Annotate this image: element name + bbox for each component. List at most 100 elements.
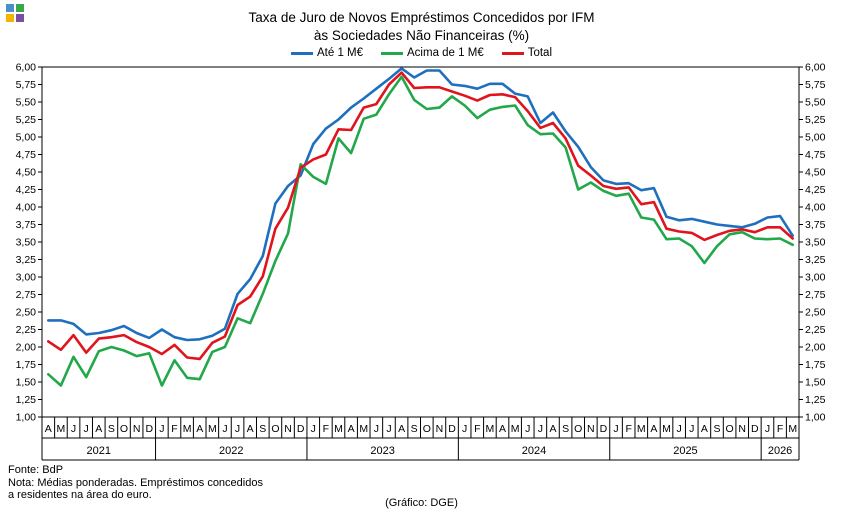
month-tick-label: J (525, 423, 530, 435)
year-label: 2022 (219, 445, 243, 457)
month-tick-label: J (84, 423, 89, 435)
month-tick-label: O (271, 423, 279, 435)
y-tick-label-left: 1,25 (16, 394, 37, 406)
year-label: 2021 (87, 445, 111, 457)
month-tick-label: F (474, 423, 480, 435)
month-tick-label: M (486, 423, 495, 435)
year-label: 2024 (522, 445, 546, 457)
month-tick-label: M (662, 423, 671, 435)
month-tick-label: O (423, 423, 431, 435)
month-tick-label: A (95, 423, 102, 435)
note-line2: a residentes na área do euro. (8, 489, 152, 501)
y-tick-label-left: 2,75 (16, 289, 37, 301)
source-text: Fonte: BdP (8, 464, 64, 476)
y-tick-label-left: 4,50 (16, 167, 37, 179)
legend-label-acima-1m: Acima de 1 M€ (407, 47, 484, 59)
y-tick-label-left: 2,50 (16, 307, 37, 319)
month-tick-label: M (334, 423, 343, 435)
month-tick-label: J (462, 423, 467, 435)
month-tick-label: D (448, 423, 456, 435)
month-tick-label: A (549, 423, 556, 435)
month-tick-label: N (284, 423, 292, 435)
month-tick-label: J (235, 423, 240, 435)
legend-item-total: Total (501, 47, 553, 59)
y-tick-label-left: 4,75 (16, 149, 37, 161)
month-tick-label: A (45, 423, 52, 435)
month-tick-label: J (71, 423, 76, 435)
month-tick-label: M (57, 423, 66, 435)
month-tick-label: N (738, 423, 746, 435)
month-tick-label: D (297, 423, 305, 435)
legend-swatch-acima-1m (381, 51, 404, 55)
y-tick-label-right: 2,50 (805, 307, 826, 319)
month-tick-label: M (637, 423, 646, 435)
month-tick-label: S (259, 423, 266, 435)
series-line-1 (46, 75, 795, 387)
y-tick-label-left: 5,00 (16, 132, 37, 144)
legend-swatch-total (501, 51, 524, 55)
y-tick-label-left: 3,25 (16, 254, 37, 266)
series-line-2 (46, 71, 795, 361)
y-tick-label-right: 2,25 (805, 324, 826, 336)
note-line1: Nota: Médias ponderadas. Empréstimos con… (8, 477, 263, 489)
y-tick-label-right: 3,50 (805, 237, 826, 249)
month-tick-label: D (145, 423, 153, 435)
logo-square-4 (16, 14, 24, 22)
month-tick-label: A (398, 423, 405, 435)
y-tick-label-right: 5,50 (805, 97, 826, 109)
logo-square-3 (6, 14, 14, 22)
chart-title-line1: Taxa de Juro de Novos Empréstimos Conced… (248, 10, 595, 25)
month-tick-label: J (677, 423, 682, 435)
month-tick-label: F (323, 423, 329, 435)
month-tick-label: J (765, 423, 770, 435)
graph-credit: (Gráfico: DGE) (385, 497, 458, 509)
chart-legend: Até 1 M€ Acima de 1 M€ Total (0, 47, 843, 59)
y-tick-label-right: 3,75 (805, 219, 826, 231)
month-tick-label: D (600, 423, 608, 435)
y-tick-label-right: 1,75 (805, 359, 826, 371)
y-tick-label-left: 3,00 (16, 272, 37, 284)
month-tick-label: J (613, 423, 618, 435)
y-tick-label-left: 5,75 (16, 79, 37, 91)
legend-swatch-ate-1m (290, 51, 313, 55)
month-tick-label: A (701, 423, 708, 435)
chart-title-line2: às Sociedades Não Financeiras (%) (313, 28, 530, 43)
year-label: 2025 (673, 445, 697, 457)
month-tick-label: M (183, 423, 192, 435)
month-tick-label: S (713, 423, 720, 435)
month-tick-label: J (689, 423, 694, 435)
y-tick-label-right: 3,00 (805, 272, 826, 284)
y-tick-label-right: 5,25 (805, 114, 826, 126)
month-tick-label: F (171, 423, 177, 435)
y-tick-label-right: 5,00 (805, 132, 826, 144)
month-tick-label: J (222, 423, 227, 435)
y-tick-label-left: 3,75 (16, 219, 37, 231)
series-line-0 (46, 67, 795, 342)
y-tick-label-right: 1,00 (805, 412, 826, 424)
y-tick-label-right: 3,25 (805, 254, 826, 266)
logo-square-2 (16, 4, 24, 12)
y-tick-label-left: 6,00 (16, 62, 37, 74)
y-tick-label-left: 5,50 (16, 97, 37, 109)
month-tick-label: J (374, 423, 379, 435)
month-tick-label: N (587, 423, 595, 435)
month-tick-label: M (359, 423, 368, 435)
logo-icon (6, 4, 24, 22)
month-tick-label: A (650, 423, 657, 435)
legend-label-ate-1m: Até 1 M€ (316, 47, 364, 59)
legend-item-acima-1m: Acima de 1 M€ (381, 47, 484, 59)
y-tick-label-right: 4,75 (805, 149, 826, 161)
year-label: 2026 (768, 445, 792, 457)
month-tick-label: O (120, 423, 128, 435)
month-tick-label: M (208, 423, 217, 435)
y-tick-label-right: 1,25 (805, 394, 826, 406)
y-tick-label-left: 2,25 (16, 324, 37, 336)
y-tick-label-left: 1,50 (16, 377, 37, 389)
y-tick-label-right: 1,50 (805, 377, 826, 389)
y-tick-label-left: 4,00 (16, 202, 37, 214)
y-tick-label-right: 4,00 (805, 202, 826, 214)
y-tick-label-left: 5,25 (16, 114, 37, 126)
month-tick-label: J (159, 423, 164, 435)
month-tick-label: A (196, 423, 203, 435)
legend-label-total: Total (527, 47, 553, 59)
